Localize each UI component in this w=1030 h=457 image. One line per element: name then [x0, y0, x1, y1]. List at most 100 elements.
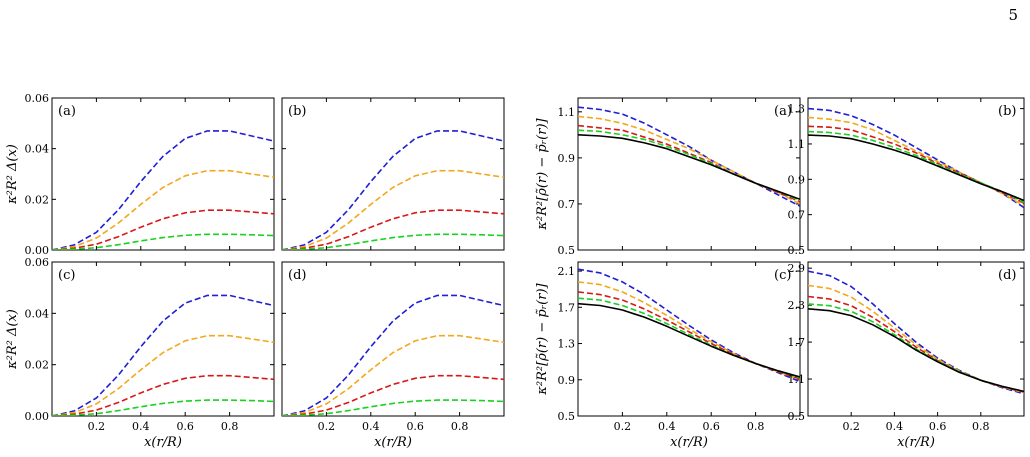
series-line-red: [282, 209, 504, 250]
y-axis-title: κ²R²[ρ̃(r) − p̃ᵣ(r)]: [535, 282, 550, 395]
series-line-green: [808, 130, 1024, 204]
plot-frame: [577, 97, 801, 251]
chart-panel: (b): [281, 97, 505, 251]
y-tick-label: 0.5: [788, 410, 806, 423]
x-tick-label: 0.2: [88, 420, 106, 433]
x-tick-label: 0.8: [451, 420, 469, 433]
y-tick-label: 1.1: [788, 138, 806, 151]
y-tick-label: 0.5: [558, 244, 576, 257]
x-axis-title: x(r/R): [144, 435, 182, 450]
y-tick-label: 2.3: [788, 299, 806, 312]
plot-frame: [51, 97, 275, 251]
series-line-orange: [808, 284, 1024, 394]
panel-label: (b): [998, 104, 1016, 119]
series-line-red: [808, 295, 1024, 393]
y-tick-label: 2.1: [558, 265, 576, 278]
series-line-blue: [282, 130, 504, 250]
y-axis-title: κ²R² Δ(x): [5, 144, 20, 205]
x-tick-label: 0.6: [406, 420, 424, 433]
series-line-red: [578, 124, 800, 203]
chart-panel: 0.00 0.02 0.04 0.06 (a) κ²R² Δ(x): [5, 92, 275, 257]
y-axis-title: κ²R² Δ(x): [5, 309, 20, 370]
series-line-green: [52, 233, 274, 250]
y-tick-label: 0.06: [25, 92, 50, 105]
x-tick-label: 0.6: [176, 420, 194, 433]
series-line-green: [282, 399, 504, 416]
series-line-green: [578, 297, 800, 379]
panel-label: (c): [774, 268, 791, 283]
series-line-red: [282, 374, 504, 416]
y-tick-label: 0.5: [788, 244, 806, 257]
panel-label: (d): [288, 268, 306, 283]
y-tick-label: 1.3: [558, 338, 576, 351]
series-line-blue: [578, 268, 800, 383]
y-axis-title: κ²R²[ρ̃(r) − p̃ᵣ(r)]: [535, 117, 550, 230]
series-line-green: [578, 129, 800, 202]
chart-panel: 0.5 0.7 0.9 1.1 (a) κ²R²[ρ̃(r) − p̃ᵣ(r)]: [535, 97, 801, 257]
y-tick-label: 1.7: [788, 336, 806, 349]
plot-frame: [281, 97, 505, 251]
series-line-red: [578, 291, 800, 380]
x-tick-label: 0.4: [658, 420, 676, 433]
panel-label: (a): [774, 104, 792, 119]
y-tick-label: 1.3: [788, 103, 806, 116]
y-tick-label: 0.9: [558, 152, 576, 165]
x-tick-label: 0.6: [702, 420, 720, 433]
panel-label: (d): [998, 268, 1016, 283]
y-tick-label: 0.04: [25, 143, 50, 156]
series-line-blue: [808, 107, 1024, 209]
x-tick-label: 0.2: [318, 420, 336, 433]
y-tick-label: 1.1: [558, 106, 576, 119]
plot-frame: [577, 261, 801, 417]
page-number: 5: [1008, 6, 1018, 24]
series-line-orange: [578, 281, 800, 381]
x-tick-label: 0.4: [132, 420, 150, 433]
chart-panel: 0.2 0.4 0.6 0.8 0.00 0.02 0.04 0.06 (c) x(r/R) κ²R…: [5, 256, 275, 450]
series-line-orange: [808, 116, 1024, 207]
y-tick-label: 0.7: [558, 198, 576, 211]
plot-frame: [51, 261, 275, 417]
y-tick-label: 0.00: [25, 244, 50, 257]
x-tick-label: 0.4: [362, 420, 380, 433]
series-line-orange: [52, 169, 274, 250]
y-tick-label: 0.00: [25, 410, 50, 423]
series-line-black: [578, 134, 800, 201]
chart-panel: 0.2 0.4 0.6 0.8 0.5 1.1 1.7 2.3 2.9 (d) x(r/R): [788, 261, 1025, 450]
chart-panel: 0.5 0.7 0.9 1.1 1.3 (b): [788, 97, 1025, 257]
series-line-black: [808, 134, 1024, 202]
series-line-blue: [282, 294, 504, 416]
y-tick-label: 0.02: [25, 359, 50, 372]
y-tick-label: 0.06: [25, 256, 50, 269]
series-line-black: [808, 308, 1024, 393]
y-tick-label: 0.5: [558, 410, 576, 423]
x-tick-label: 0.8: [972, 420, 990, 433]
series-line-blue: [808, 270, 1024, 395]
x-tick-label: 0.2: [614, 420, 632, 433]
x-axis-title: x(r/R): [897, 435, 935, 450]
panel-label: (a): [58, 104, 76, 119]
plot-frame: [281, 261, 505, 417]
y-tick-label: 2.9: [788, 262, 806, 275]
y-tick-label: 0.04: [25, 307, 50, 320]
y-tick-label: 1.7: [558, 301, 576, 314]
x-tick-label: 0.8: [221, 420, 239, 433]
plot-frame: [807, 261, 1025, 417]
series-line-red: [52, 209, 274, 250]
panel-label: (b): [288, 104, 306, 119]
series-line-blue: [52, 130, 274, 250]
series-line-green: [52, 399, 274, 416]
series-line-green: [282, 233, 504, 250]
series-line-red: [52, 374, 274, 416]
series-line-orange: [282, 169, 504, 250]
y-tick-label: 0.9: [558, 374, 576, 387]
chart-panel: 0.2 0.4 0.6 0.8 (d) x(r/R): [281, 261, 505, 450]
panel-label: (c): [58, 268, 75, 283]
x-axis-title: x(r/R): [374, 435, 412, 450]
x-tick-label: 0.4: [886, 420, 904, 433]
x-tick-label: 0.8: [747, 420, 765, 433]
x-tick-label: 0.6: [929, 420, 947, 433]
y-tick-label: 1.1: [788, 373, 806, 386]
y-tick-label: 0.7: [788, 209, 806, 222]
y-tick-label: 0.02: [25, 193, 50, 206]
